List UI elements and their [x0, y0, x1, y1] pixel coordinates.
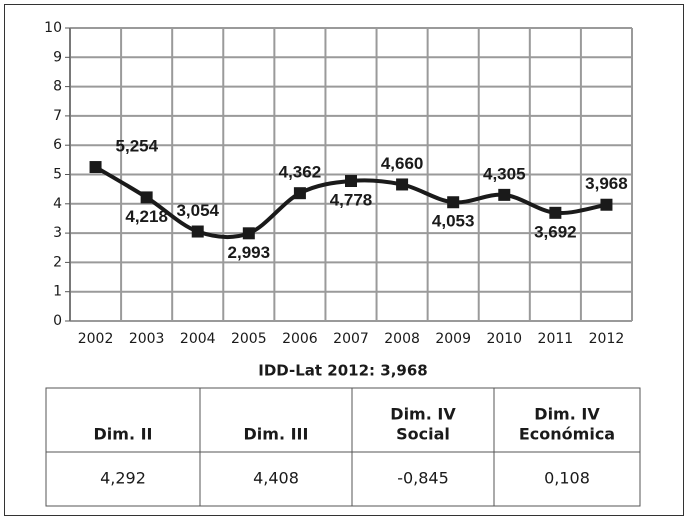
- value-label: 3,968: [585, 174, 628, 193]
- x-tick-label: 2007: [333, 331, 369, 347]
- value-label: 4,053: [432, 212, 475, 231]
- table-header: Económica: [519, 425, 615, 444]
- value-label: 4,660: [381, 154, 424, 173]
- table-header: Dim. III: [244, 425, 309, 444]
- marker: [140, 191, 153, 204]
- frame: [4, 4, 684, 516]
- y-tick-label: 2: [53, 254, 62, 270]
- caption: IDD-Lat 2012: 3,968: [258, 362, 427, 380]
- table-header: Dim. II: [94, 425, 153, 444]
- x-tick-label: 2002: [78, 331, 114, 347]
- x-tick-label: 2009: [435, 331, 471, 347]
- y-tick-label: 9: [53, 49, 62, 65]
- table-cell: 4,408: [253, 469, 299, 488]
- table-border: [45, 387, 641, 507]
- marker: [447, 196, 460, 209]
- value-label: 4,218: [125, 207, 168, 226]
- table-header: Dim. IV: [534, 405, 600, 424]
- x-tick-label: 2003: [129, 331, 165, 347]
- marker: [242, 227, 255, 240]
- y-tick-label: 5: [53, 167, 62, 183]
- x-tick-label: 2004: [180, 331, 216, 347]
- y-tick-label: 1: [53, 284, 62, 300]
- value-label: 2,993: [228, 243, 271, 262]
- x-tick-label: 2012: [589, 331, 625, 347]
- table-header: Dim. IV: [390, 405, 456, 424]
- table-cell: 4,292: [100, 469, 146, 488]
- y-tick-label: 10: [44, 20, 62, 36]
- value-label: 4,778: [330, 190, 373, 209]
- value-label: 3,054: [176, 201, 219, 220]
- marker: [191, 225, 204, 238]
- value-label: 4,305: [483, 164, 526, 183]
- x-tick-label: 2010: [486, 331, 522, 347]
- value-label: 3,692: [534, 222, 577, 241]
- marker: [600, 198, 613, 211]
- y-tick-label: 4: [53, 196, 62, 212]
- y-tick-label: 6: [53, 137, 62, 153]
- x-tick-label: 2006: [282, 331, 318, 347]
- table-header: Social: [396, 425, 450, 444]
- x-tick-label: 2005: [231, 331, 267, 347]
- table-cell: -0,845: [397, 469, 449, 488]
- value-label: 5,254: [116, 137, 159, 156]
- y-tick-label: 7: [53, 108, 62, 124]
- y-tick-label: 8: [53, 79, 62, 95]
- marker: [293, 187, 306, 200]
- value-label: 4,362: [279, 163, 322, 182]
- marker: [498, 188, 511, 201]
- table-cell: 0,108: [544, 469, 590, 488]
- y-tick-label: 0: [53, 313, 62, 329]
- marker: [345, 175, 357, 188]
- marker: [549, 206, 562, 219]
- marker: [396, 178, 409, 191]
- marker: [89, 161, 102, 174]
- x-tick-label: 2008: [384, 331, 420, 347]
- y-tick-label: 3: [53, 225, 62, 241]
- x-tick-label: 2011: [538, 331, 574, 347]
